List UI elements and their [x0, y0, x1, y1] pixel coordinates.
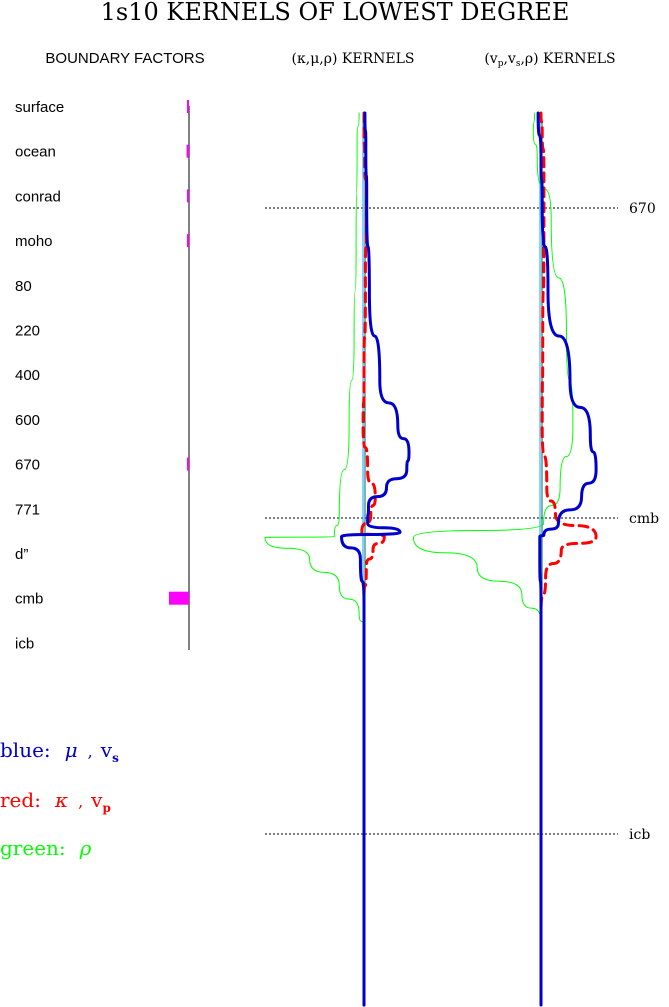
- kernel-panel-2: [412, 111, 598, 1007]
- legend-symbol: κ: [54, 788, 68, 812]
- kernel-panel-1: [264, 111, 411, 1007]
- boundary-panel-heading: BOUNDARY FACTORS: [45, 50, 204, 67]
- figure-title: 1s10 KERNELS OF LOWEST DEGREE: [101, 0, 570, 26]
- boundary-label: 220: [15, 323, 40, 340]
- boundary-factor-bar: [187, 100, 189, 113]
- boundary-label: 400: [15, 367, 40, 384]
- boundary-label: 771: [15, 501, 40, 518]
- legend-key: green:: [0, 836, 66, 860]
- reference-label-cmb: cmb: [629, 511, 659, 527]
- boundary-factor-bar: [187, 457, 189, 471]
- boundary-label: 600: [15, 412, 40, 429]
- legend-entry-red: red: κ, vp: [0, 788, 111, 815]
- legend-variable: v: [90, 788, 103, 812]
- legend-key: red:: [0, 788, 41, 812]
- legend-key: blue:: [0, 738, 51, 762]
- kernel-curve-green: [412, 112, 574, 1006]
- boundary-factor-bar: [186, 144, 189, 158]
- boundary-label: cmb: [15, 591, 43, 608]
- legend-separator: ,: [78, 792, 83, 811]
- legend-subscript: p: [102, 801, 110, 815]
- legend-entry-green: green: ρ: [0, 836, 92, 860]
- boundary-factor-bar: [187, 189, 189, 203]
- kernel-curve-blue: [536, 111, 598, 1007]
- boundary-label: surface: [15, 99, 64, 116]
- legend-subscript: s: [112, 751, 119, 765]
- reference-lines: 670 cmb icb: [265, 201, 659, 843]
- legend-variable: v: [100, 738, 113, 762]
- kernel-panel-1-heading: (κ,μ,ρ) KERNELS: [292, 51, 415, 67]
- boundary-factors-panel: surface ocean conrad moho 80 220 400 600 670 771 d…: [15, 99, 190, 652]
- kernel-curve-red: [539, 111, 598, 1007]
- legend-separator: ,: [88, 742, 93, 761]
- boundary-factor-bar: [187, 234, 189, 248]
- legend-symbol: μ: [65, 738, 78, 762]
- boundary-label: moho: [15, 233, 53, 250]
- boundary-factor-bar: [169, 591, 189, 605]
- boundary-label: icb: [15, 635, 34, 652]
- boundary-label: conrad: [15, 188, 61, 205]
- boundary-label: 80: [15, 278, 32, 295]
- legend-symbol: ρ: [79, 836, 92, 860]
- boundary-label: 670: [15, 457, 40, 474]
- boundary-label: ocean: [15, 144, 56, 161]
- reference-label-icb: icb: [629, 827, 650, 843]
- reference-label-670: 670: [629, 201, 656, 217]
- boundary-label: d”: [15, 546, 28, 563]
- kernel-curve-blue: [340, 111, 411, 1007]
- kernel-panel-2-heading: (vp,vs,ρ) KERNELS: [484, 51, 615, 69]
- kernel-curve-green: [264, 112, 365, 1006]
- legend-entry-blue: blue: μ, vs: [0, 738, 119, 765]
